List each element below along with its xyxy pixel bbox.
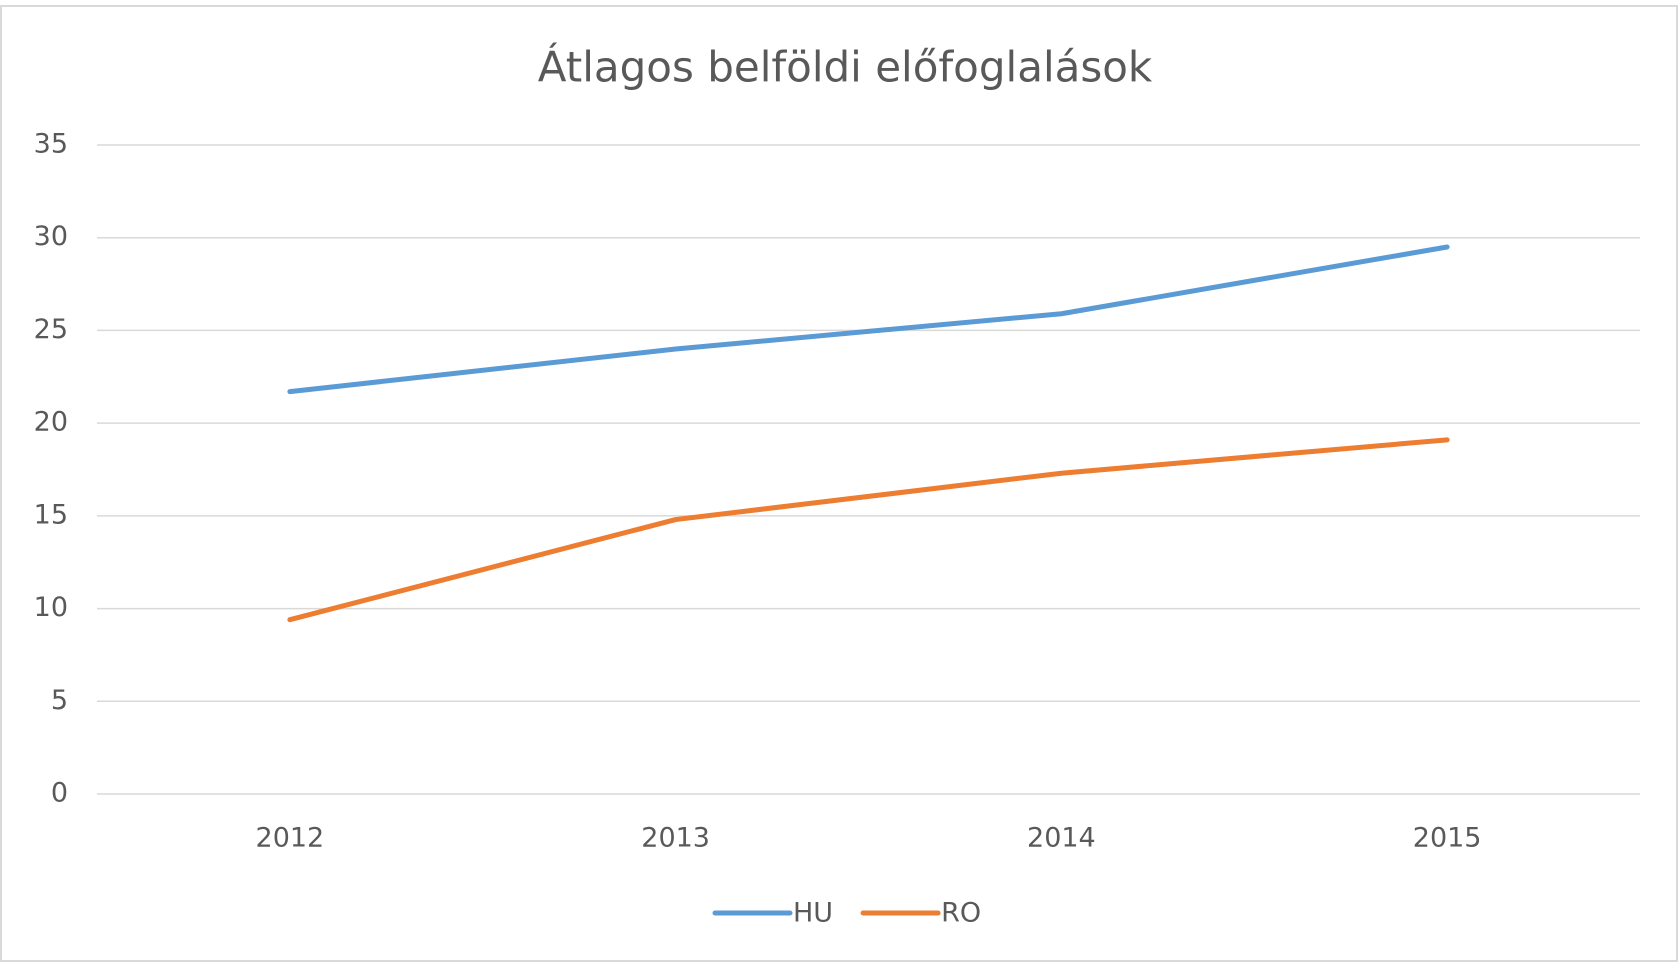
legend-label: HU [793, 898, 833, 929]
y-tick-label: 5 [51, 685, 68, 716]
line-series [287, 244, 1450, 395]
line-series [287, 437, 1450, 623]
legend-label: RO [941, 898, 981, 929]
y-tick-label: 20 [34, 407, 68, 438]
y-tick-label: 35 [34, 129, 68, 160]
x-tick-label: 2014 [1027, 823, 1096, 854]
x-tick-label: 2013 [641, 823, 710, 854]
y-tick-label: 30 [34, 221, 68, 252]
y-tick-label: 15 [34, 499, 68, 530]
y-tick-label: 25 [34, 314, 68, 345]
chart-title: Átlagos belföldi előfoglalások [538, 42, 1153, 92]
x-tick-label: 2012 [256, 823, 325, 854]
y-tick-label: 0 [51, 778, 68, 809]
chart-frame [0, 5, 1678, 962]
y-tick-label: 10 [34, 592, 68, 623]
x-tick-label: 2015 [1413, 823, 1482, 854]
